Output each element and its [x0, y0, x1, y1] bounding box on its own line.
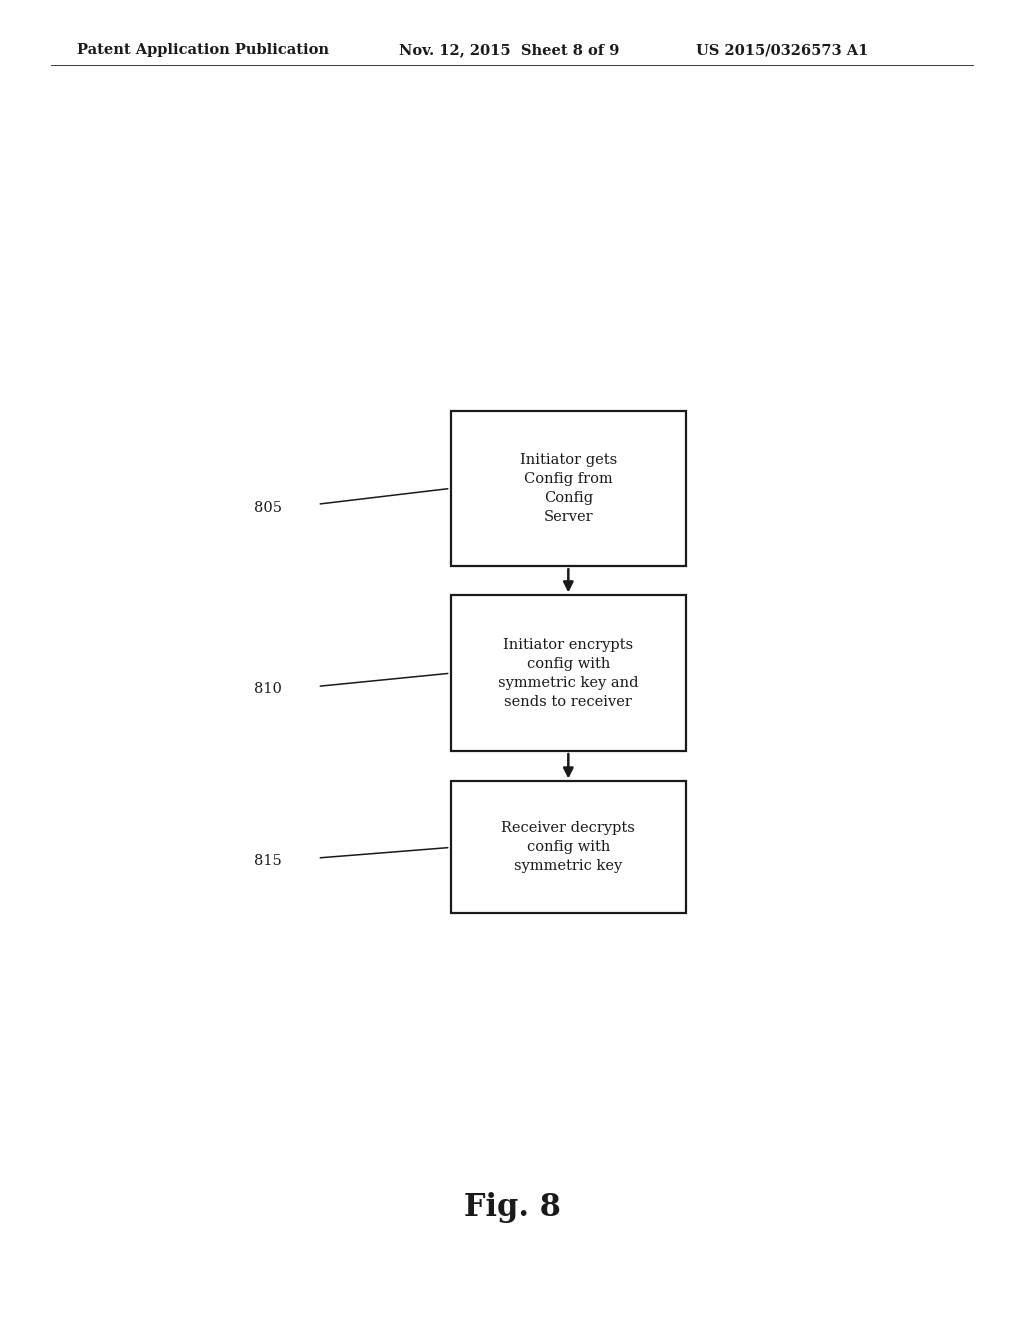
Text: US 2015/0326573 A1: US 2015/0326573 A1: [696, 44, 868, 57]
Text: Initiator encrypts
config with
symmetric key and
sends to receiver: Initiator encrypts config with symmetric…: [498, 638, 639, 709]
Bar: [451, 411, 686, 566]
Bar: [451, 595, 686, 751]
Text: 805: 805: [254, 502, 282, 515]
Text: Receiver decrypts
config with
symmetric key: Receiver decrypts config with symmetric …: [502, 821, 635, 874]
Text: 815: 815: [254, 854, 282, 867]
Text: Nov. 12, 2015  Sheet 8 of 9: Nov. 12, 2015 Sheet 8 of 9: [399, 44, 620, 57]
Text: Fig. 8: Fig. 8: [464, 1192, 560, 1224]
Bar: [451, 781, 686, 913]
Text: Initiator gets
Config from
Config
Server: Initiator gets Config from Config Server: [520, 453, 616, 524]
Text: 810: 810: [254, 682, 282, 696]
Text: Patent Application Publication: Patent Application Publication: [77, 44, 329, 57]
